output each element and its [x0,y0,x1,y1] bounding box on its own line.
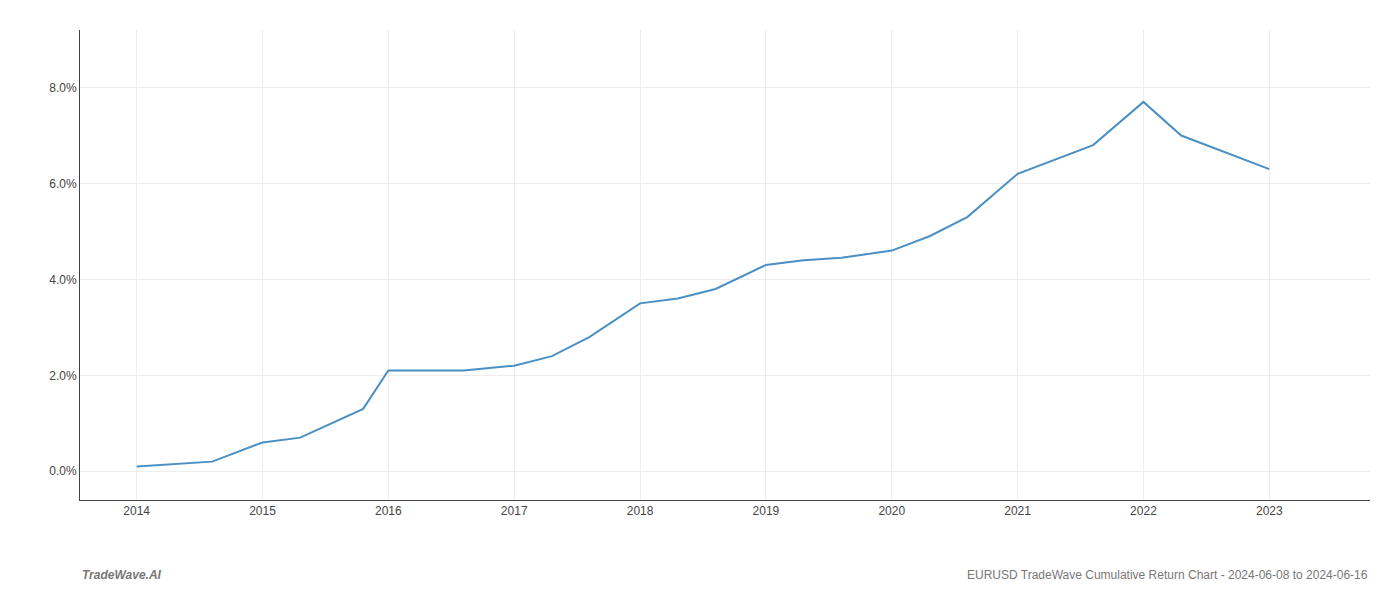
svg-text:2023: 2023 [1256,504,1283,518]
svg-text:2017: 2017 [501,504,528,518]
svg-text:2021: 2021 [1004,504,1031,518]
svg-text:2020: 2020 [878,504,905,518]
svg-text:TradeWave.AI: TradeWave.AI [82,568,162,582]
svg-text:4.0%: 4.0% [49,273,77,287]
svg-text:2022: 2022 [1130,504,1157,518]
svg-text:2016: 2016 [375,504,402,518]
svg-text:8.0%: 8.0% [49,81,77,95]
svg-text:6.0%: 6.0% [49,177,77,191]
svg-text:2018: 2018 [627,504,654,518]
svg-text:2014: 2014 [123,504,150,518]
svg-text:0.0%: 0.0% [49,464,77,478]
svg-text:2019: 2019 [753,504,780,518]
svg-text:2015: 2015 [249,504,276,518]
svg-text:2.0%: 2.0% [49,369,77,383]
svg-text:EURUSD TradeWave Cumulative Re: EURUSD TradeWave Cumulative Return Chart… [967,568,1368,582]
